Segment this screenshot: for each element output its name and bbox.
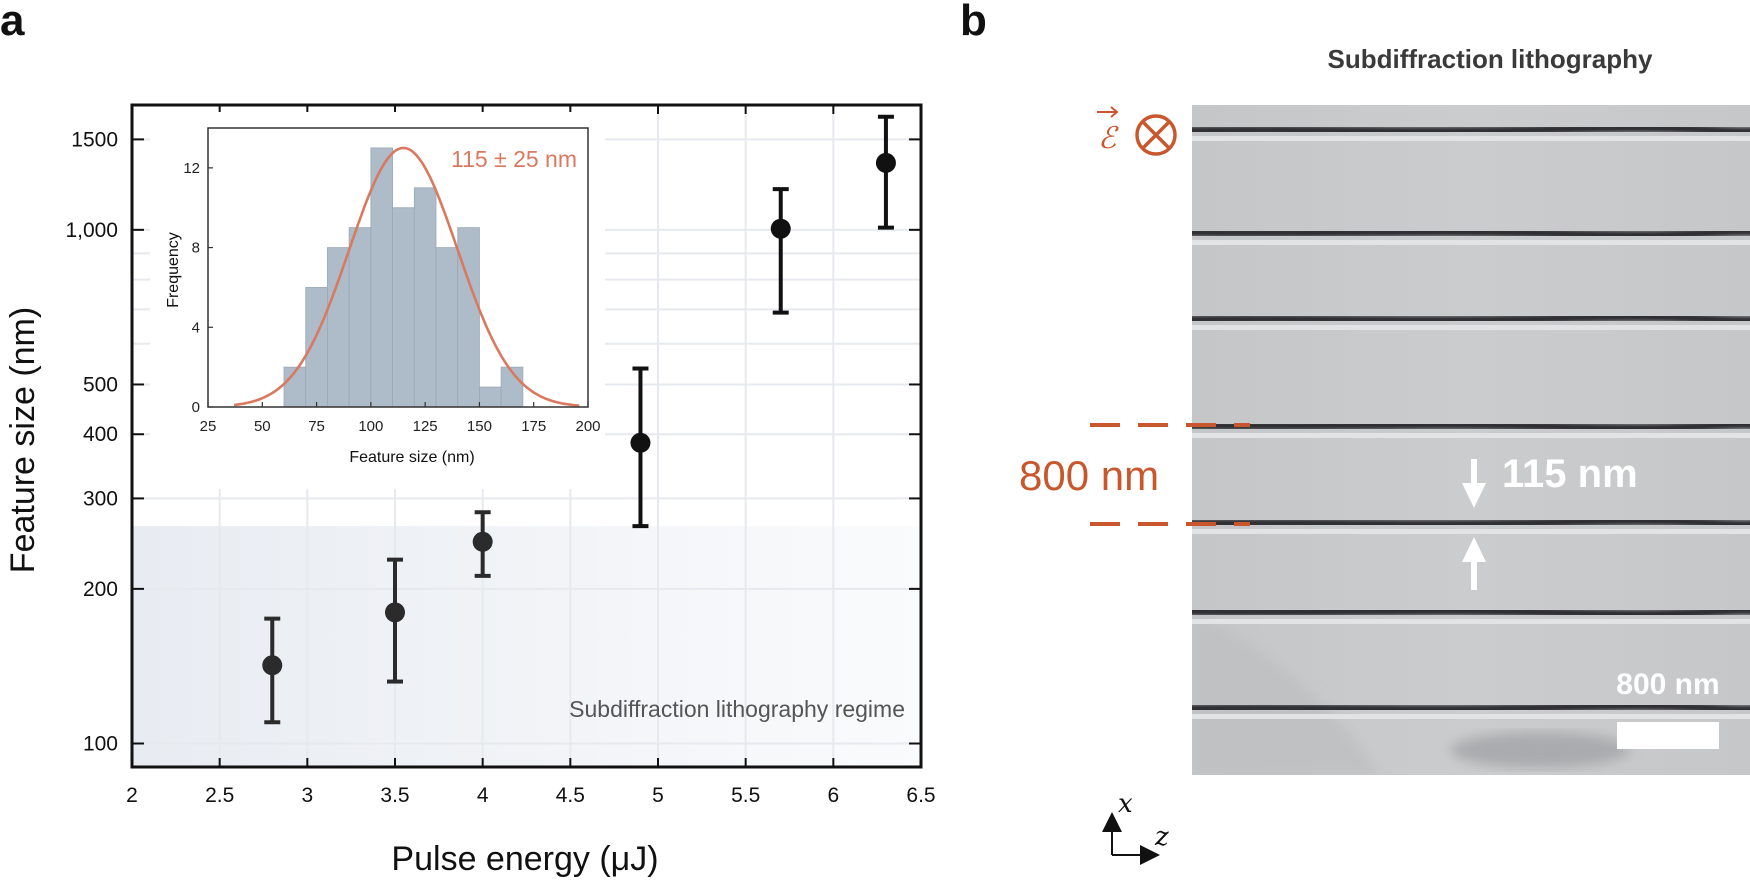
subdiffraction-regime-region <box>132 526 921 767</box>
histogram-bar <box>392 207 415 408</box>
trench-line <box>1192 419 1750 433</box>
fit-label: 115 ± 25 nm <box>451 146 577 172</box>
trench-highlight <box>1192 521 1750 542</box>
inset-x-tick-label: 75 <box>308 418 325 435</box>
histogram-bar <box>413 187 437 408</box>
trench-line <box>1192 605 1750 619</box>
main-axes: 2 2.5 3 3.5 4 4.5 5 5.5 6 6.51002003004005001,000… <box>65 103 936 807</box>
histogram-bar <box>435 247 459 408</box>
field-vector-arrow <box>1097 106 1119 118</box>
period-markers <box>1090 423 1250 526</box>
inset-y-axis-label: Frequency <box>165 232 182 308</box>
field-symbol: ℰ <box>1098 121 1119 156</box>
inset-axes: 25 50 75 100 125 150 175 200 0 4 8 12 <box>183 127 601 435</box>
histogram-bar <box>479 386 502 408</box>
x-tick-label: 5.5 <box>731 784 760 807</box>
data-point <box>262 616 283 725</box>
x-tick-label: 6.5 <box>906 784 935 807</box>
y-tick-label: 1,000 <box>65 219 118 242</box>
x-tick-label: 5 <box>652 784 664 807</box>
inset-x-tick-label: 100 <box>358 418 383 435</box>
scale-bar-label: 800 nm <box>1616 668 1719 701</box>
coordinate-axes-icon <box>1102 812 1160 865</box>
trench-line <box>1192 701 1750 715</box>
axis-x-label: x <box>1118 789 1133 819</box>
y-tick-label: 400 <box>83 423 118 446</box>
histogram-bar <box>457 227 480 408</box>
sem-micrograph: 800 nm 115 nm <box>1192 105 1750 775</box>
field-direction-icon <box>1135 114 1177 156</box>
inset-y-tick-label: 4 <box>192 319 200 336</box>
data-point <box>770 187 791 315</box>
y-axis-label: Feature size (nm) <box>4 307 42 573</box>
sem-trenches <box>1192 123 1750 727</box>
inset-x-axis-label: Feature size (nm) <box>349 449 474 466</box>
data-point <box>875 114 896 230</box>
inset-y-tick-label: 0 <box>192 399 200 416</box>
trench-highlight <box>1192 128 1750 149</box>
panel-label-b: b <box>960 0 987 45</box>
inset-x-tick-label: 25 <box>200 418 217 435</box>
regime-label: Subdiffraction lithography regime <box>569 696 905 722</box>
x-tick-label: 4.5 <box>556 784 585 807</box>
inset-x-tick-label: 175 <box>521 418 546 435</box>
inset-x-tick-label: 50 <box>254 418 271 435</box>
axis-z-label: z <box>1154 822 1169 852</box>
inset-y-tick-label: 8 <box>192 240 200 257</box>
x-tick-label: 4 <box>477 784 489 807</box>
linewidth-label: 115 nm <box>1502 452 1638 496</box>
inset-histogram: 25 50 75 100 125 150 175 200 0 4 8 12 115 ± 25 nm F… <box>150 112 605 489</box>
y-tick-label: 100 <box>83 732 118 755</box>
point-marker <box>630 432 651 453</box>
trench-highlight <box>1192 317 1750 338</box>
trench-highlight <box>1192 425 1750 446</box>
y-tick-label: 200 <box>83 578 118 601</box>
period-label: 800 nm <box>1019 452 1159 499</box>
x-tick-label: 2 <box>126 784 138 807</box>
data-point <box>385 557 405 684</box>
trench-line <box>1192 226 1750 240</box>
histogram-bar <box>327 247 350 408</box>
inset-x-tick-label: 150 <box>467 418 492 435</box>
y-tick-label: 300 <box>83 487 118 510</box>
sem-panel: Subdiffraction lithography 800 nm 115 nm… <box>1019 44 1750 865</box>
histogram-bar <box>348 227 372 408</box>
trench-line <box>1192 123 1750 137</box>
inset-x-tick-label: 125 <box>413 418 438 435</box>
inset-x-tick-label: 200 <box>575 418 600 435</box>
histogram-bars <box>283 147 524 408</box>
panel-label-a: a <box>0 0 25 45</box>
trench-highlight <box>1192 611 1750 632</box>
histogram-bar <box>370 147 393 408</box>
main-data-points <box>262 114 896 725</box>
plot-frame <box>130 103 923 769</box>
x-axis-label: Pulse energy (μJ) <box>391 840 658 878</box>
sem-title: Subdiffraction lithography <box>1328 44 1654 74</box>
point-marker <box>770 218 791 239</box>
trench-highlight <box>1192 232 1750 253</box>
inset-frame <box>207 127 589 408</box>
inset-y-tick-label: 12 <box>183 160 200 177</box>
trench-highlight <box>1192 706 1750 727</box>
point-marker <box>875 152 896 173</box>
x-tick-label: 2.5 <box>205 784 234 807</box>
gaussian-fit-curve <box>233 146 580 407</box>
data-point <box>630 366 651 529</box>
trench-line <box>1192 312 1750 326</box>
point-marker <box>472 531 493 552</box>
point-marker <box>385 602 405 623</box>
y-tick-label: 1500 <box>71 128 118 151</box>
linewidth-arrows <box>1462 459 1486 590</box>
trench-line <box>1192 516 1750 530</box>
y-tick-label: 500 <box>83 373 118 396</box>
point-marker <box>262 655 283 676</box>
scale-bar <box>1617 722 1719 749</box>
data-point <box>472 510 493 578</box>
x-tick-label: 3 <box>301 784 313 807</box>
x-tick-label: 3.5 <box>380 784 409 807</box>
x-tick-label: 6 <box>827 784 839 807</box>
histogram-bar <box>305 287 328 408</box>
